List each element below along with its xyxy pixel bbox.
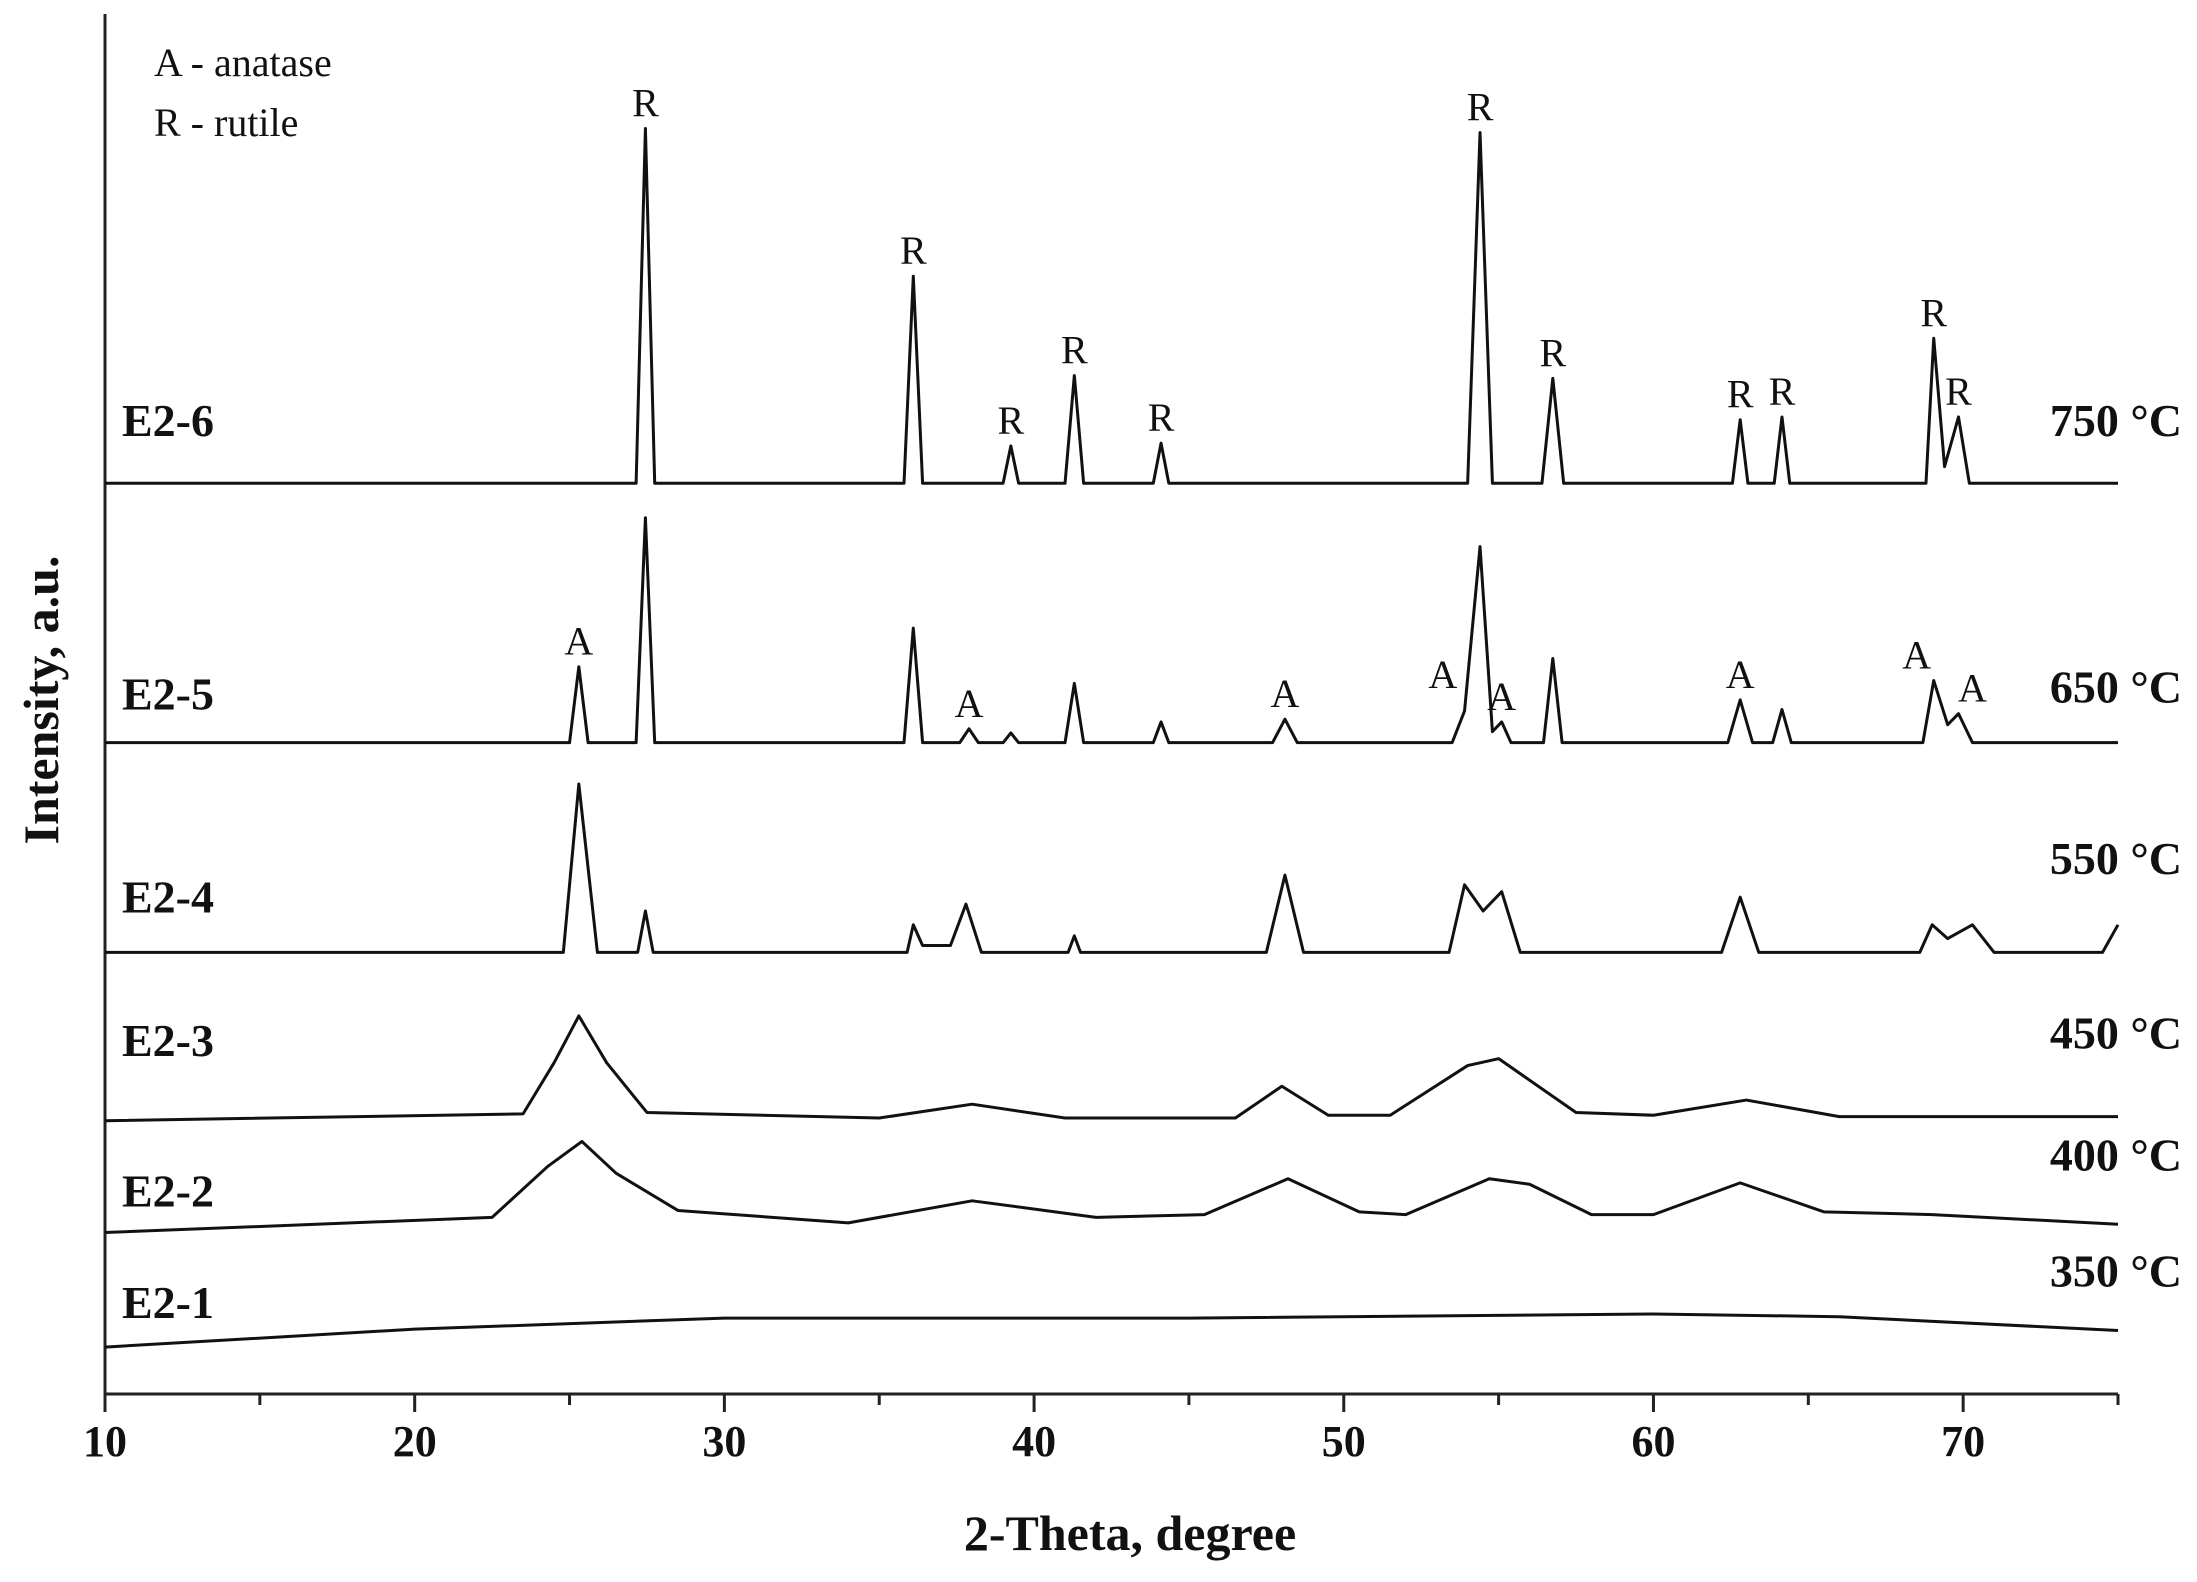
legend-text: A - anatase — [154, 40, 332, 85]
peak-label: A — [1270, 671, 1299, 716]
peak-label: R — [1769, 369, 1796, 414]
legend-text: R - rutile — [154, 100, 298, 145]
xrd-line — [105, 516, 2118, 745]
series-name: E2-2 — [122, 1166, 214, 1217]
y-axis-title: Intensity, a.u. — [13, 556, 69, 845]
series-temperature: 650 °C — [2050, 662, 2182, 713]
peak-label: R — [1945, 369, 1972, 414]
peak-label: A — [1428, 652, 1457, 697]
x-tick-label: 20 — [393, 1417, 437, 1466]
peak-label: A — [955, 681, 984, 726]
x-tick-label: 70 — [1941, 1417, 1985, 1466]
series-temperature: 350 °C — [2050, 1246, 2182, 1297]
series-name: E2-1 — [122, 1277, 214, 1328]
x-tick-label: 60 — [1631, 1417, 1675, 1466]
peak-label: A — [1902, 633, 1931, 678]
series-name: E2-3 — [122, 1015, 214, 1066]
series-name: E2-6 — [122, 395, 214, 446]
x-tick-label: 50 — [1322, 1417, 1366, 1466]
peak-label: A — [1958, 666, 1987, 711]
series-temperature: 450 °C — [2050, 1008, 2182, 1059]
peak-label: A — [1487, 674, 1516, 719]
peak-label: R — [1467, 85, 1494, 130]
xrd-line — [105, 127, 2118, 485]
peak-label: R — [1727, 372, 1754, 417]
peak-label: R — [1539, 330, 1566, 375]
xrd-line — [104, 1014, 2118, 1123]
peak-label: R — [900, 228, 927, 273]
xrd-line — [104, 1139, 2119, 1235]
peak-label: R — [998, 398, 1025, 443]
series-name: E2-5 — [122, 669, 214, 720]
xrd-line — [105, 782, 2120, 954]
xrd-line — [104, 1312, 2119, 1349]
series-temperature: 550 °C — [2050, 833, 2182, 884]
peak-label: A — [564, 619, 593, 664]
peak-label: A — [1726, 652, 1755, 697]
peak-label: R — [1920, 290, 1947, 335]
peak-label: R — [1061, 328, 1088, 373]
x-tick-label: 10 — [83, 1417, 127, 1466]
series-temperature: 400 °C — [2050, 1129, 2182, 1180]
x-axis-title: 2-Theta, degree — [964, 1505, 1296, 1561]
peak-label: R — [1148, 395, 1175, 440]
x-tick-label: 30 — [702, 1417, 746, 1466]
series-temperature: 750 °C — [2050, 395, 2182, 446]
peak-label: R — [632, 81, 659, 126]
series-name: E2-4 — [122, 871, 214, 922]
x-tick-label: 40 — [1012, 1417, 1056, 1466]
